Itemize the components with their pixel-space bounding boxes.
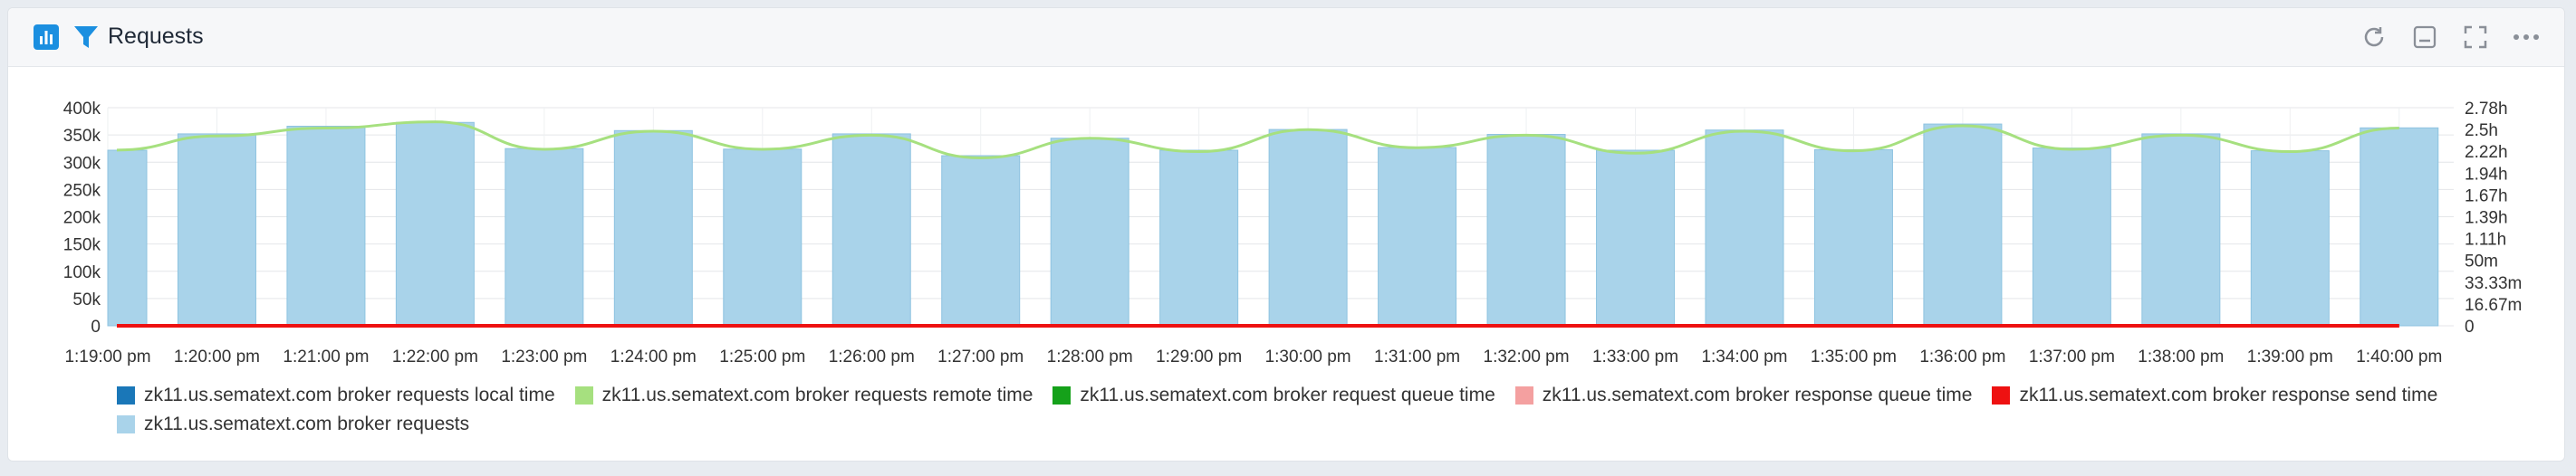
bar[interactable] xyxy=(1813,148,1893,327)
y-tick-label: 300k xyxy=(63,154,101,173)
bar[interactable] xyxy=(2141,133,2221,327)
more-icon[interactable] xyxy=(2508,23,2544,52)
legend-label: zk11.us.sematext.com broker requests rem… xyxy=(601,385,1033,405)
y-tick-label: 50k xyxy=(72,290,101,309)
y-tick-label: 150k xyxy=(63,236,101,255)
bar[interactable] xyxy=(1596,149,1676,327)
legend-swatch xyxy=(1514,386,1533,405)
legend-label: zk11.us.sematext.com broker response que… xyxy=(1542,385,1973,405)
y-tick-label: 400k xyxy=(63,100,101,119)
panel-header: Requests xyxy=(8,8,2564,67)
x-tick-label: 1:25:00 pm xyxy=(719,347,805,367)
y2-tick-label: 2.5h xyxy=(2465,121,2498,140)
x-tick-label: 1:32:00 pm xyxy=(1484,347,1570,367)
legend-swatch xyxy=(574,386,593,405)
y2-tick-label: 2.78h xyxy=(2465,100,2508,119)
x-tick-label: 1:30:00 pm xyxy=(1265,347,1351,367)
bar[interactable] xyxy=(2250,150,2330,327)
x-tick-label: 1:28:00 pm xyxy=(1047,347,1133,367)
x-tick-label: 1:20:00 pm xyxy=(174,347,260,367)
x-tick-label: 1:27:00 pm xyxy=(937,347,1024,367)
bar[interactable] xyxy=(723,148,803,327)
y2-tick-label: 1.11h xyxy=(2465,231,2506,250)
legend-label: zk11.us.sematext.com broker requests xyxy=(144,414,470,434)
minimize-icon[interactable] xyxy=(2407,23,2443,52)
legend-item[interactable]: zk11.us.sematext.com broker requests xyxy=(117,410,469,439)
x-tick-label: 1:35:00 pm xyxy=(1811,347,1897,367)
y2-tick-label: 50m xyxy=(2465,252,2498,271)
bar[interactable] xyxy=(286,125,366,327)
series-line[interactable] xyxy=(116,120,2399,159)
y2-tick-label: 1.39h xyxy=(2465,209,2508,228)
bar[interactable] xyxy=(505,148,584,327)
bar[interactable] xyxy=(831,133,911,327)
requests-chart: 0 50k 100k 150k 200k 250k 300k 350k 400k 0 16.67m… xyxy=(63,100,2523,367)
x-tick-label: 1:39:00 pm xyxy=(2247,347,2333,367)
y-tick-label: 250k xyxy=(63,181,101,200)
bar[interactable] xyxy=(1705,129,1784,327)
bar-chart-icon[interactable] xyxy=(34,24,59,50)
x-tick-label: 1:38:00 pm xyxy=(2138,347,2224,367)
legend-label: zk11.us.sematext.com broker requests loc… xyxy=(144,385,555,405)
bar[interactable] xyxy=(1159,149,1239,327)
fullscreen-icon[interactable] xyxy=(2457,23,2494,52)
x-tick-label: 1:36:00 pm xyxy=(1919,347,2005,367)
x-tick-label: 1:34:00 pm xyxy=(1701,347,1787,367)
x-tick-label: 1:33:00 pm xyxy=(1592,347,1678,367)
y-tick-label: 350k xyxy=(63,127,101,146)
x-tick-label: 1:29:00 pm xyxy=(1156,347,1242,367)
legend-item[interactable]: zk11.us.sematext.com broker request queu… xyxy=(1053,381,1495,410)
legend-item[interactable]: zk11.us.sematext.com broker requests rem… xyxy=(574,381,1033,410)
legend-item[interactable]: zk11.us.sematext.com broker response sen… xyxy=(1992,381,2437,410)
x-tick-label: 1:37:00 pm xyxy=(2029,347,2115,367)
y-tick-label: 100k xyxy=(63,263,101,282)
x-tick-label: 1:24:00 pm xyxy=(610,347,697,367)
legend-swatch xyxy=(1992,386,2011,405)
bar[interactable] xyxy=(941,155,1021,327)
bar[interactable] xyxy=(395,121,475,327)
bar[interactable] xyxy=(613,129,693,327)
legend-label: zk11.us.sematext.com broker request queu… xyxy=(1080,385,1495,405)
x-tick-label: 1:31:00 pm xyxy=(1374,347,1460,367)
requests-panel: Requests 0 50k 100k 150k 200k 250k 300k 350k 400… xyxy=(7,7,2565,462)
legend-swatch xyxy=(117,415,135,433)
x-tick-label: 1:40:00 pm xyxy=(2356,347,2442,367)
bar[interactable] xyxy=(1486,134,1566,327)
y2-tick-label: 33.33m xyxy=(2465,274,2522,293)
x-tick-label: 1:19:00 pm xyxy=(64,347,150,367)
chart-legend: zk11.us.sematext.com broker requests loc… xyxy=(117,381,2472,439)
x-tick-label: 1:21:00 pm xyxy=(283,347,369,367)
y-tick-label: 0 xyxy=(91,318,101,337)
y2-tick-label: 1.67h xyxy=(2465,186,2508,205)
bar[interactable] xyxy=(1378,147,1457,327)
y-tick-label: 200k xyxy=(63,209,101,228)
panel-title: Requests xyxy=(108,24,204,49)
bar[interactable] xyxy=(2032,148,2111,327)
refresh-icon[interactable] xyxy=(2356,23,2392,52)
x-tick-label: 1:26:00 pm xyxy=(829,347,915,367)
y2-tick-label: 1.94h xyxy=(2465,165,2508,184)
bar[interactable] xyxy=(1923,123,2003,327)
x-tick-label: 1:22:00 pm xyxy=(392,347,478,367)
filter-icon[interactable] xyxy=(73,24,99,50)
bar[interactable] xyxy=(1268,129,1348,327)
legend-item[interactable]: zk11.us.sematext.com broker requests loc… xyxy=(117,381,555,410)
bar[interactable] xyxy=(107,149,148,327)
bar[interactable] xyxy=(2360,127,2439,327)
legend-label: zk11.us.sematext.com broker response sen… xyxy=(2019,385,2438,405)
legend-swatch xyxy=(1053,386,1072,405)
legend-item[interactable]: zk11.us.sematext.com broker response que… xyxy=(1514,381,1973,410)
legend-swatch xyxy=(117,386,135,405)
y2-tick-label: 16.67m xyxy=(2465,296,2522,315)
x-tick-label: 1:23:00 pm xyxy=(501,347,587,367)
bar[interactable] xyxy=(177,133,256,327)
y2-tick-label: 2.22h xyxy=(2465,143,2508,162)
bar[interactable] xyxy=(1050,138,1129,327)
y2-tick-label: 0 xyxy=(2465,318,2475,337)
